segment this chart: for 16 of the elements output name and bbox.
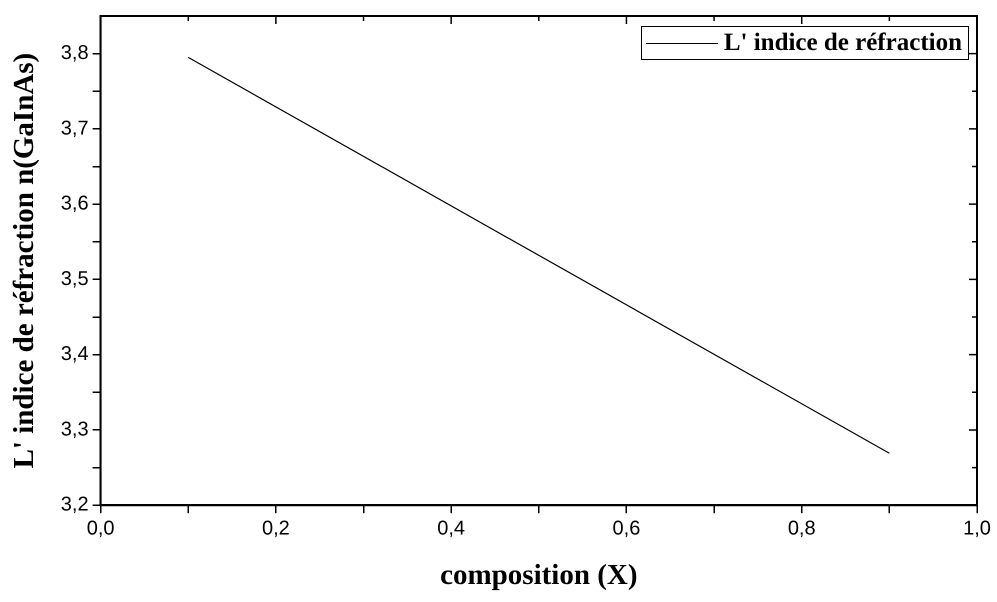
y-axis-title: L' indice de réfraction n(GaInAs) bbox=[8, 52, 40, 468]
x-tick-label: 0,8 bbox=[788, 518, 816, 540]
y-tick-label: 3,8 bbox=[60, 42, 89, 64]
x-axis-title: composition (X) bbox=[440, 559, 638, 592]
x-tick-label: 0,2 bbox=[262, 518, 290, 540]
y-tick-label: 3,6 bbox=[60, 192, 89, 215]
y-tick-label: 3,4 bbox=[60, 343, 89, 366]
x-tick-label: 0,4 bbox=[437, 518, 466, 540]
y-tick-label: 3,7 bbox=[60, 117, 89, 140]
y-tick-label: 3,3 bbox=[60, 418, 89, 440]
x-tick-label: 0,6 bbox=[612, 518, 640, 540]
y-tick-label: 3,2 bbox=[60, 494, 89, 516]
y-tick-label: 3,5 bbox=[60, 268, 89, 290]
x-tick-label: 0,0 bbox=[86, 518, 115, 540]
x-tick-label: 1,0 bbox=[963, 518, 991, 540]
legend-label: L' indice de réfraction bbox=[724, 29, 962, 57]
